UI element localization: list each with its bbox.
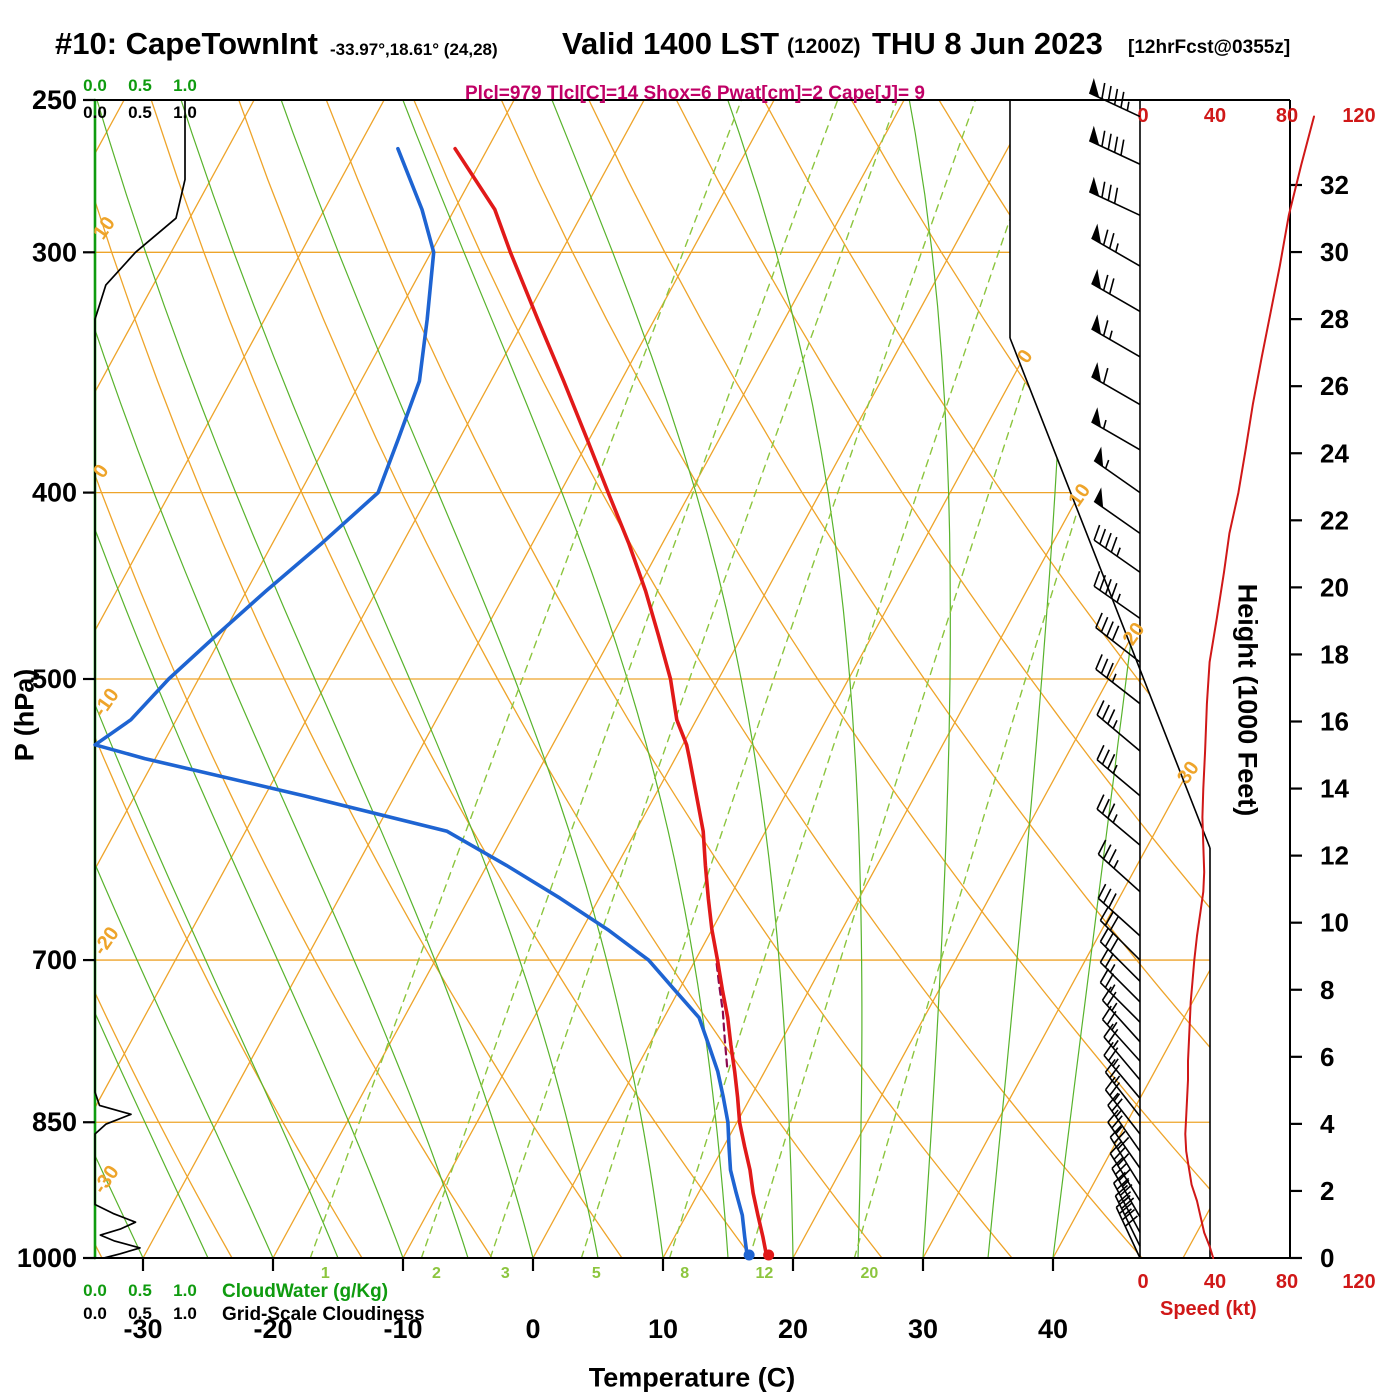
svg-text:10: 10: [1320, 908, 1349, 938]
svg-text:20: 20: [1320, 572, 1349, 602]
svg-text:0.0: 0.0: [83, 1304, 107, 1323]
svg-text:10: 10: [648, 1314, 678, 1344]
svg-text:5: 5: [592, 1265, 601, 1282]
svg-text:12: 12: [755, 1265, 773, 1282]
svg-text:-30: -30: [123, 1314, 162, 1344]
svg-text:40: 40: [1038, 1314, 1068, 1344]
svg-text:32: 32: [1320, 170, 1349, 200]
svg-text:30: 30: [1173, 757, 1204, 788]
svg-text:850: 850: [32, 1107, 77, 1137]
svg-text:20: 20: [860, 1265, 878, 1282]
svg-text:1.0: 1.0: [173, 103, 197, 122]
valid-date: THU 8 Jun 2023: [872, 26, 1103, 61]
svg-text:22: 22: [1320, 505, 1349, 535]
svg-text:80: 80: [1276, 105, 1298, 127]
cloudiness-axis-title: Grid-Scale Cloudiness: [222, 1304, 425, 1325]
svg-text:0: 0: [1137, 105, 1148, 127]
svg-text:24: 24: [1320, 438, 1349, 468]
station-coords: -33.97°,18.61° (24,28): [330, 40, 498, 59]
svg-text:300: 300: [32, 237, 77, 267]
svg-text:10: 10: [89, 213, 120, 244]
svg-text:8: 8: [1320, 975, 1334, 1005]
svg-text:1.0: 1.0: [173, 1304, 197, 1323]
svg-text:400: 400: [32, 478, 77, 508]
svg-text:120: 120: [1342, 1271, 1375, 1293]
valid-time: Valid 1400 LST: [562, 26, 780, 61]
svg-text:0.5: 0.5: [128, 1281, 152, 1300]
svg-text:1000: 1000: [17, 1243, 77, 1273]
svg-text:2: 2: [1320, 1176, 1334, 1206]
svg-text:0: 0: [1137, 1271, 1148, 1293]
svg-text:8: 8: [680, 1265, 689, 1282]
svg-text:16: 16: [1320, 707, 1349, 737]
svg-text:12: 12: [1320, 841, 1349, 871]
svg-text:30: 30: [908, 1314, 938, 1344]
station-title: #10: CapeTownInt: [55, 26, 318, 61]
svg-text:-20: -20: [253, 1314, 292, 1344]
stability-indices: Plcl=979 Tlcl[C]=14 Shox=6 Pwat[cm]=2 Ca…: [465, 83, 925, 104]
svg-text:500: 500: [32, 664, 77, 694]
svg-text:250: 250: [32, 85, 77, 115]
svg-text:0.0: 0.0: [83, 76, 107, 95]
svg-text:120: 120: [1342, 105, 1375, 127]
svg-text:0.5: 0.5: [128, 103, 152, 122]
svg-text:0: 0: [1320, 1243, 1334, 1273]
temperature-axis-title: Temperature (C): [588, 1362, 796, 1393]
svg-text:20: 20: [778, 1314, 808, 1344]
valid-zulu: (1200Z): [787, 35, 861, 58]
svg-text:0: 0: [89, 460, 113, 482]
svg-text:1.0: 1.0: [173, 76, 197, 95]
cloudwater-axis-title: CloudWater (g/Kg): [222, 1281, 389, 1302]
svg-text:-10: -10: [383, 1314, 422, 1344]
pressure-axis-title: P (hPa): [9, 668, 40, 762]
svg-text:0: 0: [1013, 346, 1037, 368]
speed-axis-title: Speed (kt): [1160, 1298, 1257, 1320]
svg-text:1: 1: [321, 1265, 330, 1282]
svg-text:28: 28: [1320, 304, 1349, 334]
height-axis-title: Height (1000 Feet): [1232, 583, 1263, 817]
svg-text:6: 6: [1320, 1042, 1334, 1072]
svg-text:4: 4: [1320, 1109, 1335, 1139]
svg-text:14: 14: [1320, 774, 1349, 804]
svg-text:40: 40: [1204, 105, 1226, 127]
svg-text:3: 3: [501, 1265, 510, 1282]
svg-text:30: 30: [1320, 237, 1349, 267]
svg-text:80: 80: [1276, 1271, 1298, 1293]
svg-text:0.5: 0.5: [128, 76, 152, 95]
svg-text:0: 0: [525, 1314, 540, 1344]
svg-text:26: 26: [1320, 371, 1349, 401]
svg-text:18: 18: [1320, 639, 1349, 669]
forecast-tag: [12hrFcst@0355z]: [1128, 37, 1291, 58]
svg-text:0.0: 0.0: [83, 103, 107, 122]
svg-text:0.0: 0.0: [83, 1281, 107, 1300]
svg-text:2: 2: [432, 1265, 441, 1282]
svg-text:40: 40: [1204, 1271, 1226, 1293]
svg-text:0.5: 0.5: [128, 1304, 152, 1323]
svg-text:10: 10: [1064, 480, 1095, 511]
svg-text:20: 20: [1119, 619, 1150, 650]
svg-text:1.0: 1.0: [173, 1281, 197, 1300]
svg-text:700: 700: [32, 945, 77, 975]
